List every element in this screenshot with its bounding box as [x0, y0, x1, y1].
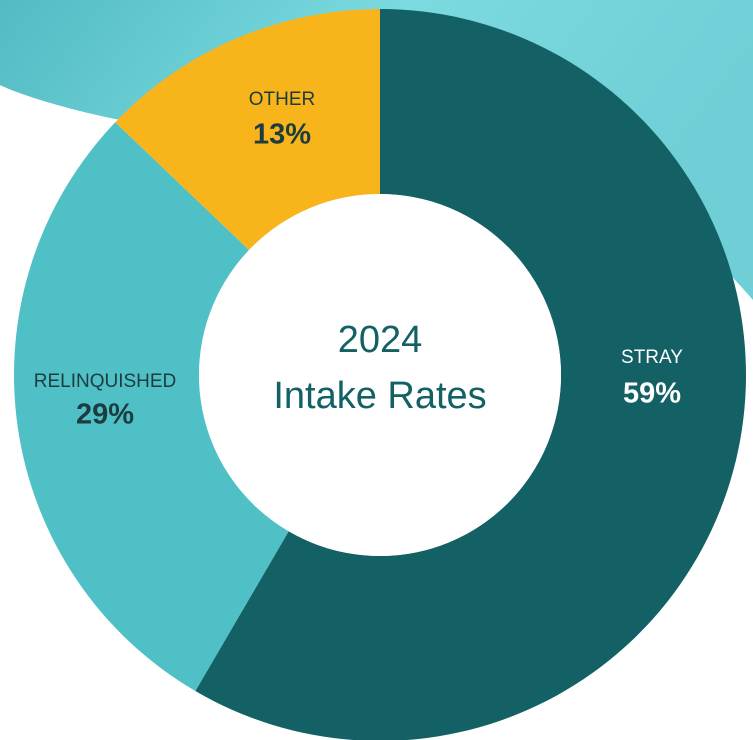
- value-label: 29%: [76, 399, 134, 431]
- slice: [115, 9, 380, 251]
- value-label: 59%: [623, 378, 681, 410]
- donut: [14, 9, 746, 740]
- donut-hole: [199, 194, 561, 556]
- labels: STRAY 59% RELINQUISHED 29% OTHER 13%: [34, 89, 684, 431]
- category-label: RELINQUISHED: [34, 371, 177, 392]
- category-label: STRAY: [621, 347, 683, 368]
- slice: [195, 9, 746, 740]
- value-label: 13%: [253, 119, 311, 151]
- category-label: OTHER: [249, 89, 316, 110]
- chart-title: Intake Rates: [273, 375, 486, 417]
- chart-title: 2024: [338, 319, 423, 361]
- slice: [14, 122, 289, 692]
